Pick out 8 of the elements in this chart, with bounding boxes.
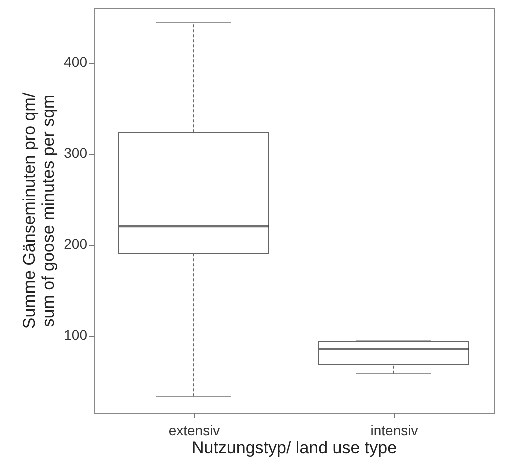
x-axis-title: Nutzungstyp/ land use type [192, 438, 398, 458]
y-tick-label: 200 [64, 236, 88, 252]
y-tick-label: 400 [64, 54, 88, 70]
y-tick-label: 100 [64, 327, 88, 344]
y-tick-label: 300 [64, 145, 88, 162]
x-tick-label: extensiv [168, 422, 220, 438]
y-axis-title: Summe Gänseminuten pro qm/ sum of goose minutes per sqm [20, 92, 58, 330]
x-tick-label: intensiv [370, 422, 418, 438]
